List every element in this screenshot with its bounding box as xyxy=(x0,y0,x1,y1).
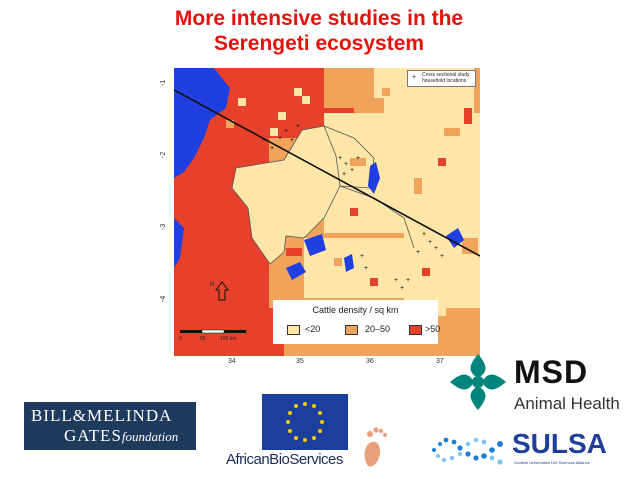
gates-logo-line2: GATESfoundation xyxy=(64,426,179,445)
svg-text:+: + xyxy=(262,137,266,144)
title-line-1: More intensive studies in the xyxy=(174,7,464,30)
swatch-low xyxy=(287,325,300,335)
svg-text:+: + xyxy=(296,123,300,130)
swatch-high xyxy=(409,325,422,335)
msd-emblem-icon xyxy=(450,354,506,410)
svg-text:+: + xyxy=(290,137,294,144)
msd-animal-health-logo: MSD Animal Health xyxy=(446,348,636,422)
svg-text:+: + xyxy=(416,249,420,256)
lat-label-4: -4 xyxy=(160,295,167,302)
svg-text:+: + xyxy=(360,253,364,260)
swatch-label-high: >50 xyxy=(425,324,441,334)
study-locations-legend: + Cross sectional study household locati… xyxy=(407,70,476,87)
lat-label-2: -2 xyxy=(160,151,167,158)
sulsa-subtitle: Scottish Universities Life Sciences Alli… xyxy=(514,460,590,465)
lat-label-1: -1 xyxy=(160,79,167,86)
lon-label-36: 36 xyxy=(366,358,374,365)
sulsa-word: SULSA xyxy=(512,428,607,459)
svg-text:+: + xyxy=(400,285,404,292)
svg-text:+: + xyxy=(440,253,444,260)
svg-text:+: + xyxy=(434,245,438,252)
swatch-label-low: <20 xyxy=(305,324,321,334)
svg-text:+: + xyxy=(406,277,410,284)
swatch-label-mid: 20–50 xyxy=(365,324,391,334)
sulsa-logo: SULSA Scottish Universities Life Science… xyxy=(430,426,630,472)
svg-text:+: + xyxy=(338,155,342,162)
gates-logo-line1: BILL&MELINDA xyxy=(31,406,173,425)
footprint-icon xyxy=(364,427,387,467)
scale-label-50: 50 xyxy=(200,336,206,342)
cattle-density-legend: Cattle density / sq km <20 20–50 >50 xyxy=(273,300,441,344)
scale-label-100: 100 km xyxy=(220,336,237,342)
svg-text:+: + xyxy=(350,167,354,174)
gates-foundation-logo: BILL&MELINDA GATESfoundation xyxy=(24,402,196,450)
cattle-density-map: + + + + + + + + + + + + + + + + + + + + + -1 -2 -3 -4… xyxy=(160,66,480,372)
svg-text:+: + xyxy=(284,128,288,135)
eu-flag-icon xyxy=(262,394,348,450)
lon-label-37: 37 xyxy=(436,358,444,365)
msd-word: MSD xyxy=(514,354,589,390)
africanbioservices-logo: AfricanBioServices xyxy=(226,394,390,474)
lon-label-34: 34 xyxy=(228,358,236,365)
svg-text:+: + xyxy=(364,265,368,272)
svg-text:+: + xyxy=(394,277,398,284)
svg-text:+: + xyxy=(342,171,346,178)
study-point-symbol: + xyxy=(412,74,417,81)
msd-subtitle: Animal Health xyxy=(514,394,620,413)
swatch-mid xyxy=(345,325,358,335)
svg-text:+: + xyxy=(428,239,432,246)
africanbioservices-text: AfricanBioServices xyxy=(226,451,343,468)
scale-label-0: 0 xyxy=(179,336,182,342)
dna-helix-icon xyxy=(432,437,503,465)
lat-label-3: -3 xyxy=(160,223,167,230)
study-legend-text: Cross sectional study household location… xyxy=(422,72,470,84)
title-line-2: Serengeti ecosystem xyxy=(213,32,425,55)
svg-text:+: + xyxy=(344,161,348,168)
svg-text:+: + xyxy=(356,155,360,162)
north-label: N xyxy=(210,282,215,288)
map-canvas: ++ + +++ +++ ++ +++ ++ +++ ++ xyxy=(174,68,480,356)
slide-title: More intensive studies in the Serengeti … xyxy=(0,6,638,56)
density-legend-title: Cattle density / sq km xyxy=(312,305,399,315)
svg-text:+: + xyxy=(278,135,282,142)
svg-text:+: + xyxy=(270,145,274,152)
svg-text:+: + xyxy=(422,231,426,238)
lon-label-35: 35 xyxy=(296,358,304,365)
